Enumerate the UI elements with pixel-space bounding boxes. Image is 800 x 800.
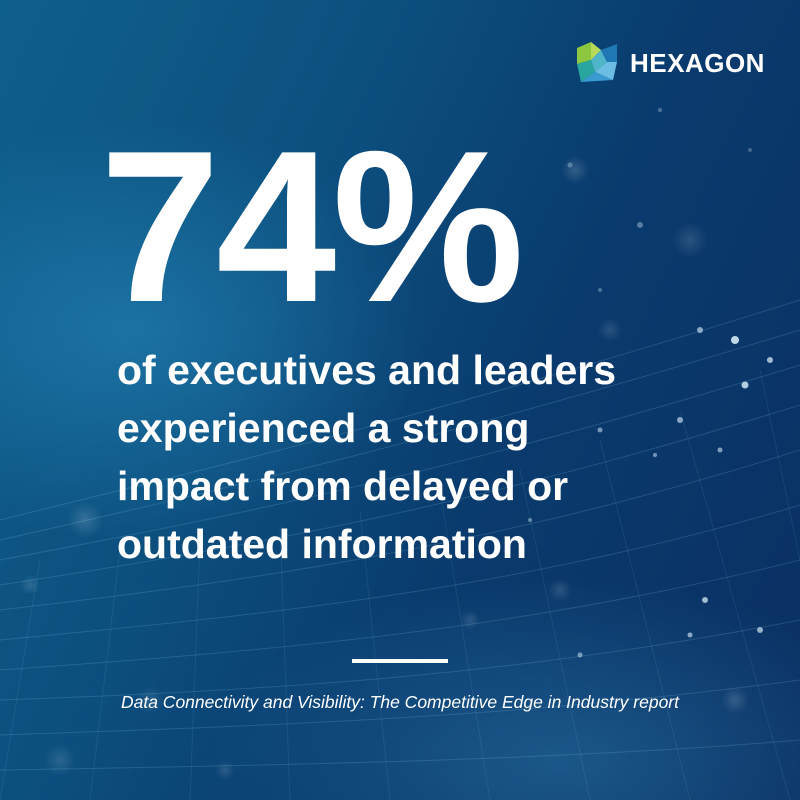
- stat-description: of executives and leaders experienced a …: [117, 341, 717, 573]
- hexagon-logo: HEXAGON: [573, 42, 765, 84]
- source-citation: Data Connectivity and Visibility: The Co…: [120, 692, 679, 712]
- hexagon-logo-icon: [577, 42, 617, 82]
- description-line: impact from delayed or: [117, 463, 569, 509]
- hexagon-wordmark: HEXAGON: [630, 48, 765, 78]
- description-line: experienced a strong: [117, 405, 530, 451]
- headline-stat: 74%: [100, 105, 524, 347]
- description-line: outdated information: [117, 521, 527, 567]
- divider-line: [352, 659, 448, 663]
- description-line: of executives and leaders: [117, 347, 617, 393]
